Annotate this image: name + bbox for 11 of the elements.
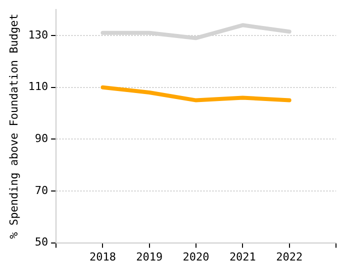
y-tick-label: 70 (34, 184, 48, 197)
x-tick-label: 2020 (182, 250, 210, 264)
y-tick-label: 130 (28, 28, 48, 42)
x-tick-label: 2018 (89, 250, 116, 264)
x-tick-label: 2022 (276, 250, 303, 264)
x-tick-label: 2019 (136, 250, 163, 264)
y-tick-label: 90 (34, 132, 48, 146)
y-tick-label: 50 (34, 236, 48, 249)
y-tick-label: 110 (28, 80, 48, 94)
y-axis-title: % Spending above Foundation Budget (7, 14, 20, 239)
x-tick-label: 2021 (229, 250, 256, 264)
